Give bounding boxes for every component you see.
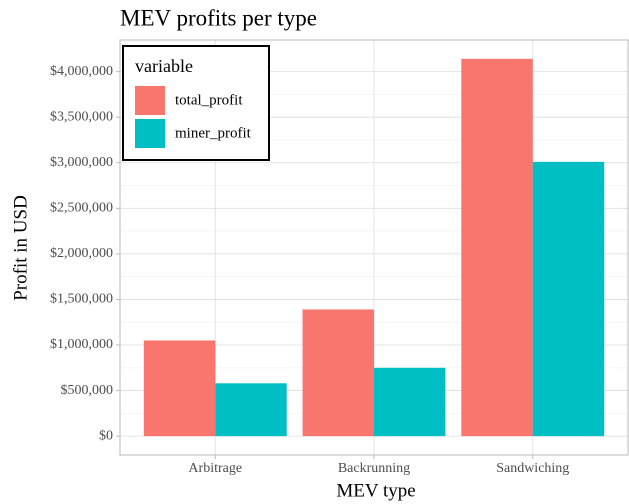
y-tick-label: $0 xyxy=(99,428,113,443)
bar xyxy=(374,367,446,437)
bar xyxy=(532,161,605,437)
legend-label: total_profit xyxy=(175,92,243,108)
y-tick-label: $1,500,000 xyxy=(50,292,113,307)
y-tick-label: $1,000,000 xyxy=(50,337,113,352)
legend-swatch xyxy=(135,119,165,148)
bar xyxy=(461,58,533,437)
y-axis-title: Profit in USD xyxy=(10,195,31,301)
x-tick-label: Arbitrage xyxy=(188,461,242,476)
legend-swatch xyxy=(135,86,165,115)
bar xyxy=(215,383,287,437)
y-tick-label: $2,000,000 xyxy=(50,246,113,261)
y-tick-label: $4,000,000 xyxy=(50,64,113,79)
chart-title: MEV profits per type xyxy=(120,5,317,30)
legend-label: miner_profit xyxy=(175,125,252,141)
bar xyxy=(302,309,374,437)
panel-border xyxy=(119,39,629,456)
legend-title: variable xyxy=(135,56,193,76)
x-axis-title: MEV type xyxy=(336,480,415,501)
x-tick-label: Backrunning xyxy=(338,461,410,476)
y-tick-label: $3,000,000 xyxy=(50,155,113,170)
bar xyxy=(143,340,216,437)
y-tick-label: $3,500,000 xyxy=(50,109,113,124)
x-tick-label: Sandwiching xyxy=(496,461,569,476)
y-tick-label: $500,000 xyxy=(61,383,114,398)
y-tick-label: $2,500,000 xyxy=(50,201,113,216)
